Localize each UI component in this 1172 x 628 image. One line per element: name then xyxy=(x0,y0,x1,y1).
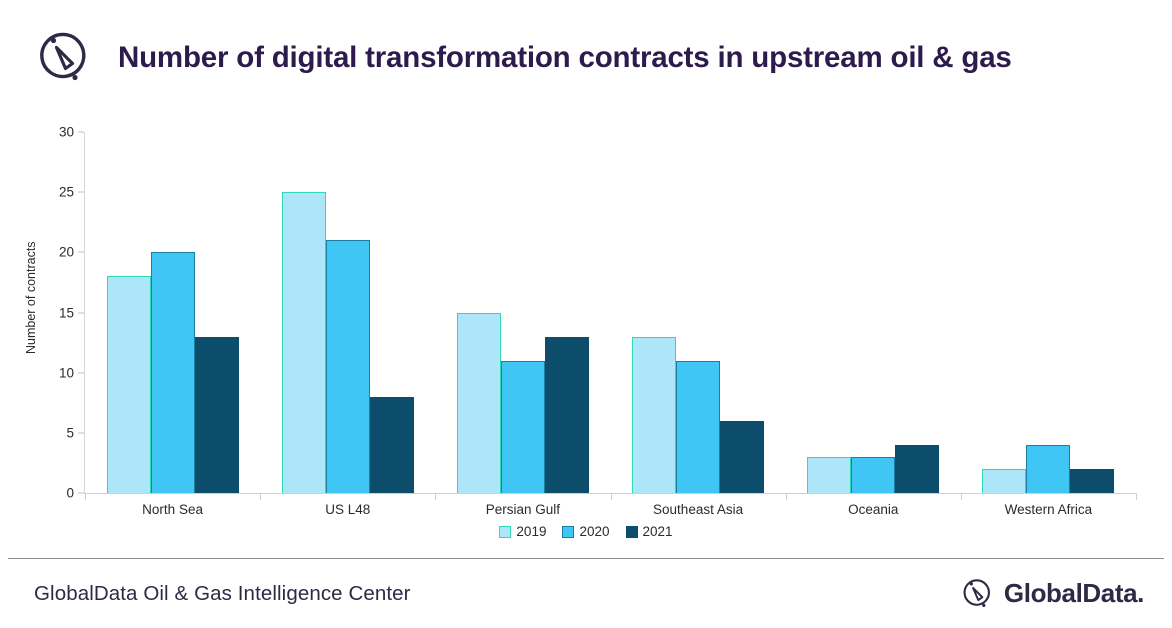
x-axis-tick-mark xyxy=(1136,493,1137,500)
bar-2021-persian-gulf[interactable] xyxy=(544,336,589,493)
x-axis-tick-mark xyxy=(435,493,437,500)
y-axis-tick-label: 30 xyxy=(58,124,74,140)
bar-2020-oceania[interactable] xyxy=(851,456,896,493)
y-axis-tick-label: 25 xyxy=(58,184,74,200)
bar-2021-western-africa[interactable] xyxy=(1070,468,1115,493)
bar-2019-oceania[interactable] xyxy=(807,456,852,493)
x-axis-label: Oceania xyxy=(848,502,899,517)
legend-swatch-icon xyxy=(499,525,512,538)
bar-2020-north-sea[interactable] xyxy=(150,252,195,493)
y-axis-tick-mark xyxy=(78,432,84,434)
bar-2019-north-sea[interactable] xyxy=(106,276,151,493)
x-axis-label: US L48 xyxy=(325,502,371,517)
y-axis-tick-mark xyxy=(78,251,84,253)
x-axis-tick-mark xyxy=(85,493,86,500)
y-axis-line xyxy=(84,132,85,493)
bar-2021-oceania[interactable] xyxy=(895,444,940,493)
legend-item-2019[interactable]: 2019 xyxy=(499,524,546,539)
globaldata-circle-icon xyxy=(34,27,96,89)
y-axis-ticks: 0 5 10 15 20 25 30 xyxy=(36,125,84,501)
page-title: Number of digital transformation contrac… xyxy=(118,40,1012,74)
bar-groups xyxy=(85,132,1136,493)
y-axis-tick-label: 10 xyxy=(58,365,74,381)
bar-2019-southeast-asia[interactable] xyxy=(632,336,677,493)
bar-2020-southeast-asia[interactable] xyxy=(676,360,721,493)
x-axis-line xyxy=(84,493,1136,494)
y-axis-tick-mark xyxy=(78,492,84,494)
legend-label: 2019 xyxy=(516,524,547,539)
y-axis-tick-mark xyxy=(78,131,84,133)
y-axis-tick-mark xyxy=(78,191,84,193)
y-axis-tick-mark xyxy=(78,312,84,313)
globaldata-circle-icon xyxy=(960,576,996,612)
bar-group xyxy=(611,132,786,493)
bar-2021-us-l48[interactable] xyxy=(369,396,414,493)
legend-item-2021[interactable]: 2021 xyxy=(625,524,673,539)
y-axis-tick-label: 5 xyxy=(66,425,74,441)
y-axis-tick-label: 0 xyxy=(66,485,74,501)
x-axis-label: Persian Gulf xyxy=(485,502,561,517)
y-axis-tick-mark xyxy=(78,372,84,374)
bar-2020-western-africa[interactable] xyxy=(1026,444,1071,493)
chart-header: Number of digital transformation contrac… xyxy=(0,0,1172,116)
chart-plot-area: Number of contracts 0 5 10 15 20 25 30 North S… xyxy=(0,116,1172,556)
x-axis-tick-mark xyxy=(260,493,262,500)
bar-2020-us-l48[interactable] xyxy=(325,240,370,493)
bar-group xyxy=(786,132,961,493)
bar-group xyxy=(85,132,260,493)
bar-2019-persian-gulf[interactable] xyxy=(456,312,501,493)
bar-2020-persian-gulf[interactable] xyxy=(500,360,545,493)
x-axis-labels: North Sea US L48 Persian Gulf Southeast Asi… xyxy=(85,502,1136,526)
legend-item-2020[interactable]: 2020 xyxy=(562,524,610,539)
legend-label: 2020 xyxy=(579,524,610,539)
chart-legend: 2019 2020 2021 xyxy=(0,524,1172,539)
x-axis-tick-mark xyxy=(960,493,962,500)
bar-2021-southeast-asia[interactable] xyxy=(720,420,765,493)
y-axis-tick-label: 15 xyxy=(58,305,74,320)
x-axis-tick-mark xyxy=(785,493,787,500)
footer-brand-logo: GlobalData. xyxy=(960,576,1144,612)
footer-source-label: GlobalData Oil & Gas Intelligence Center xyxy=(34,581,411,605)
chart-footer: GlobalData Oil & Gas Intelligence Center… xyxy=(0,559,1172,628)
bar-2019-us-l48[interactable] xyxy=(281,192,326,493)
legend-swatch-icon xyxy=(625,525,638,538)
bar-2021-north-sea[interactable] xyxy=(194,336,239,493)
footer-wordmark: GlobalData. xyxy=(1003,578,1144,608)
x-axis-label: Western Africa xyxy=(1004,502,1093,517)
x-axis-label: Southeast Asia xyxy=(653,502,744,517)
bar-2019-western-africa[interactable] xyxy=(982,468,1027,493)
bar-group xyxy=(260,132,435,493)
legend-label: 2021 xyxy=(642,524,673,539)
x-axis-tick-mark xyxy=(610,493,612,500)
bar-group xyxy=(961,132,1136,493)
bar-group xyxy=(435,132,610,493)
y-axis-tick-label: 20 xyxy=(58,244,74,260)
x-axis-label: North Sea xyxy=(142,502,203,517)
footer-divider xyxy=(8,558,1164,559)
legend-swatch-icon xyxy=(562,525,575,538)
